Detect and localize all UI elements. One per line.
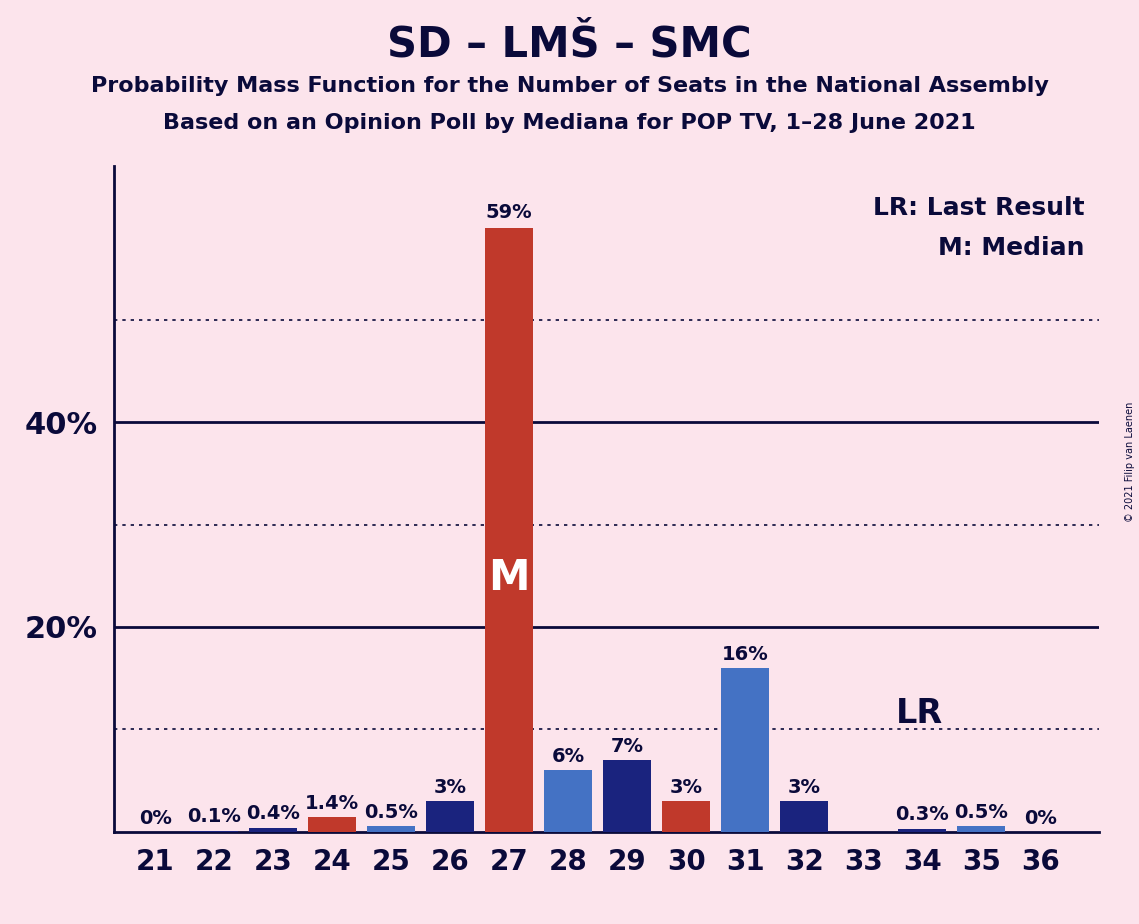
Bar: [721, 668, 769, 832]
Text: 3%: 3%: [434, 778, 467, 796]
Bar: [190, 831, 238, 832]
Text: 0.5%: 0.5%: [364, 803, 418, 822]
Text: © 2021 Filip van Laenen: © 2021 Filip van Laenen: [1125, 402, 1134, 522]
Bar: [957, 826, 1006, 832]
Bar: [662, 801, 711, 832]
Text: 1.4%: 1.4%: [305, 794, 359, 813]
Bar: [426, 801, 474, 832]
Text: 3%: 3%: [788, 778, 821, 796]
Text: SD – LMŠ – SMC: SD – LMŠ – SMC: [387, 23, 752, 65]
Text: M: Median: M: Median: [937, 237, 1084, 261]
Text: Based on an Opinion Poll by Mediana for POP TV, 1–28 June 2021: Based on an Opinion Poll by Mediana for …: [163, 113, 976, 133]
Bar: [367, 826, 416, 832]
Bar: [603, 760, 652, 832]
Text: Probability Mass Function for the Number of Seats in the National Assembly: Probability Mass Function for the Number…: [91, 76, 1048, 96]
Bar: [249, 828, 297, 832]
Bar: [544, 771, 592, 832]
Text: 3%: 3%: [670, 778, 703, 796]
Text: M: M: [489, 557, 530, 599]
Bar: [780, 801, 828, 832]
Text: 16%: 16%: [722, 645, 769, 663]
Text: LR: Last Result: LR: Last Result: [872, 196, 1084, 220]
Text: LR: LR: [895, 698, 943, 730]
Bar: [898, 829, 947, 832]
Bar: [308, 817, 357, 832]
Text: 0.3%: 0.3%: [895, 806, 949, 824]
Text: 0.5%: 0.5%: [954, 803, 1008, 822]
Text: 59%: 59%: [486, 202, 533, 222]
Text: 0%: 0%: [139, 808, 172, 828]
Text: 0.1%: 0.1%: [187, 808, 241, 826]
Text: 6%: 6%: [551, 748, 584, 766]
Bar: [485, 227, 533, 832]
Text: 0%: 0%: [1024, 808, 1057, 828]
Text: 7%: 7%: [611, 736, 644, 756]
Text: 0.4%: 0.4%: [246, 805, 301, 823]
